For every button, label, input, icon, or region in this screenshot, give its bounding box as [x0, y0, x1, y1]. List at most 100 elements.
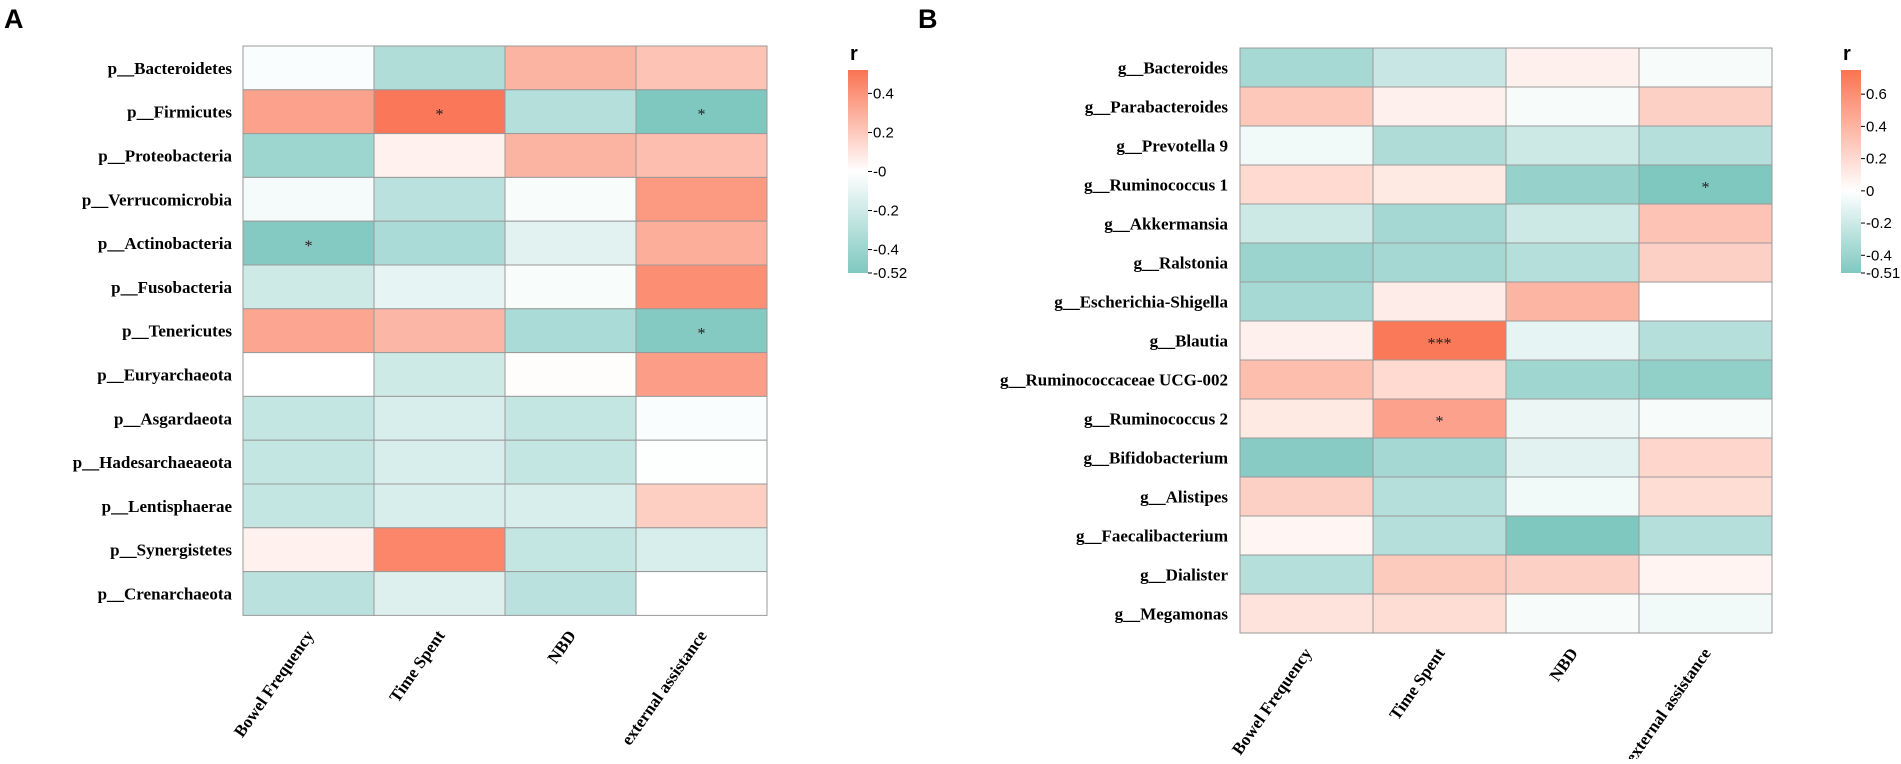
heatmap-cell: [1239, 320, 1374, 361]
significance-marker: *: [1702, 180, 1710, 197]
heatmap-cell: [1505, 554, 1640, 595]
heatmap-cell: [1239, 476, 1374, 517]
colorbar-tick-label: -0.2: [1866, 215, 1892, 232]
significance-marker: *: [698, 107, 706, 124]
heatmap-cell: [373, 89, 506, 135]
heatmap-cell: [1505, 359, 1640, 400]
colorbar-tick-label: 0.6: [1866, 86, 1887, 103]
heatmap-cell: [1239, 164, 1374, 205]
heatmap-cell: [242, 45, 375, 91]
colorbar-tick-label: 0: [1866, 183, 1874, 200]
heatmap-cell: [1505, 242, 1640, 283]
heatmap-cell: [1638, 125, 1773, 166]
heatmap-cell: [504, 439, 637, 485]
heatmap-cell: [1638, 320, 1773, 361]
heatmap-cell: [1372, 437, 1507, 478]
heatmap-cell: [373, 308, 506, 354]
heatmap-cell: [1505, 437, 1640, 478]
colorbar: [1841, 70, 1861, 273]
row-label: g__Bifidobacterium: [1084, 449, 1229, 468]
row-label: g__Escherichia-Shigella: [1054, 293, 1228, 312]
heatmap-cell: [635, 571, 768, 616]
row-label: p__Euryarchaeota: [97, 366, 232, 385]
row-label: p__Bacteroidetes: [108, 59, 233, 78]
heatmap-cell: [1505, 125, 1640, 166]
colorbar-tick-label: -0.51: [1866, 265, 1900, 282]
row-label: p__Hadesarchaeaeota: [73, 453, 233, 472]
heatmap-cell: [1239, 86, 1374, 127]
colorbar-title: r: [1843, 43, 1851, 65]
heatmap-cell: [1505, 86, 1640, 127]
row-label: g__Megamonas: [1115, 605, 1229, 624]
significance-marker: *: [305, 238, 313, 255]
heatmap-cell: [1505, 320, 1640, 361]
heatmap-cell: [242, 220, 375, 266]
row-label: p__Crenarchaeota: [98, 585, 233, 604]
heatmap-cell: [373, 571, 506, 616]
heatmap-cell: [635, 89, 768, 135]
heatmap-cell: [1239, 281, 1374, 322]
heatmap-cell: [1239, 47, 1374, 88]
row-label: g__Parabacteroides: [1085, 98, 1229, 117]
row-label: g__Ralstonia: [1134, 254, 1229, 273]
row-label: p__Actinobacteria: [98, 234, 233, 253]
heatmap-cell: [1638, 86, 1773, 127]
row-label: p__Asgardaeota: [114, 409, 233, 428]
heatmap-cell: [1638, 281, 1773, 322]
panel-b-label: B: [918, 4, 938, 34]
heatmap-cell: [1372, 203, 1507, 244]
heatmap-cell: [635, 352, 768, 397]
heatmap-cell: [1505, 164, 1640, 205]
heatmap-cell: [1638, 164, 1773, 205]
significance-marker: *: [698, 326, 706, 343]
panel-b: B*****g__Bacteroidesg__Parabacteroidesg_…: [918, 4, 1900, 764]
row-label: g__Blautia: [1150, 332, 1229, 351]
column-label: Time Spent: [1385, 644, 1449, 723]
heatmap-cell: [1239, 203, 1374, 244]
heatmap-cell: [373, 220, 506, 266]
heatmap-cell: [1372, 359, 1507, 400]
colorbar-tick-label: -0.52: [873, 265, 907, 282]
heatmap-cell: [1638, 476, 1773, 517]
heatmap-cell: [242, 395, 375, 441]
heatmap-cell: [504, 264, 637, 310]
heatmap-cell: [504, 395, 637, 441]
heatmap-cell: [242, 352, 375, 397]
colorbar-tick-label: -0: [873, 164, 886, 181]
heatmap-cell: [504, 483, 637, 529]
heatmap-cell: [373, 527, 506, 573]
heatmap-cell: [1505, 203, 1640, 244]
colorbar-tick-label: 0.4: [873, 85, 894, 102]
heatmap-cell: [1372, 515, 1507, 556]
heatmap-cell: [1372, 593, 1507, 634]
column-label: Bowel Frequency: [230, 626, 318, 740]
heatmap-cell: [1239, 242, 1374, 283]
heatmap-cell: [635, 483, 768, 529]
heatmap-cell: [1372, 554, 1507, 595]
significance-marker: *: [436, 107, 444, 124]
heatmap-cell: [635, 308, 768, 354]
heatmap-cell: [373, 133, 506, 178]
heatmap-cell: [1239, 398, 1374, 439]
column-label: external assistance: [1621, 644, 1715, 759]
heatmap-cell: [1239, 593, 1374, 634]
row-label: p__Proteobacteria: [98, 147, 232, 166]
heatmap-cell: [635, 176, 768, 222]
heatmap-cell: [1638, 242, 1773, 283]
heatmap-cell: [504, 308, 637, 354]
heatmap-cell: [242, 527, 375, 573]
row-label: p__Verrucomicrobia: [82, 190, 233, 209]
heatmap-cell: [242, 439, 375, 485]
heatmap-cell: [373, 264, 506, 310]
heatmap-cell: [1638, 554, 1773, 595]
row-label: p__Lentisphaerae: [102, 497, 233, 516]
row-label: g__Ruminococcus 1: [1084, 176, 1228, 195]
row-label: p__Tenericutes: [122, 322, 232, 341]
heatmap-cell: [1505, 47, 1640, 88]
panel-a: A * * * * p__Bacteroidetes p__Firmicutes p__Pro…: [4, 4, 907, 749]
heatmap-cell: [1638, 203, 1773, 244]
heatmap-cell: [242, 176, 375, 222]
heatmap-cell: [1239, 125, 1374, 166]
heatmap-cell: [1372, 476, 1507, 517]
